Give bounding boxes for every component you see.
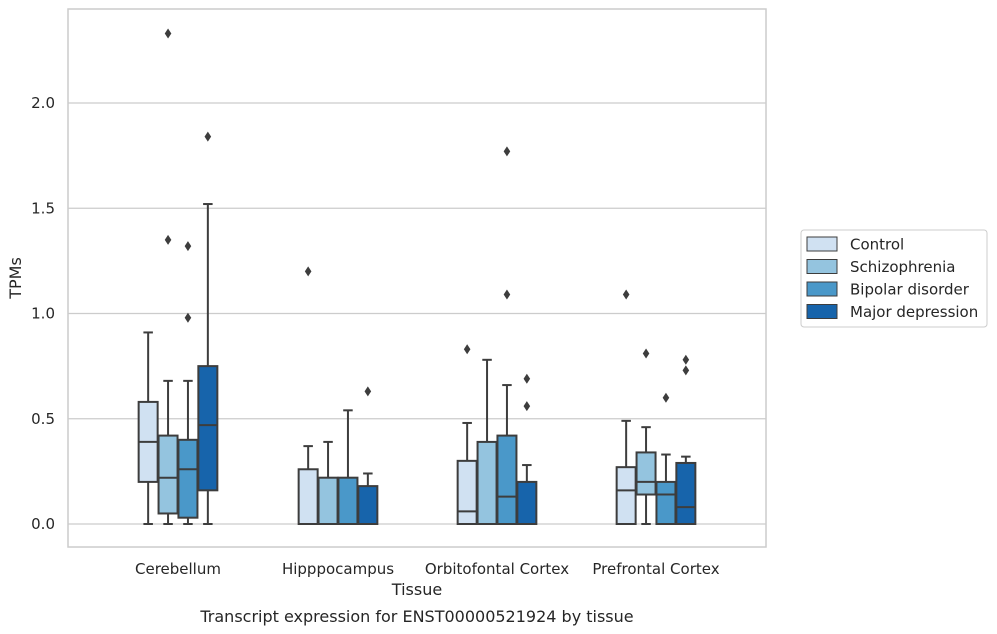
outlier-marker [304,266,312,277]
box-element [317,440,339,526]
legend-frame [800,229,988,328]
legend-label: Major depression [850,303,978,321]
box-element [615,289,637,526]
x-tick-labels: Cerebellum Hipppocampus Orbitofontal Corte… [135,560,720,578]
outlier-marker [523,401,531,412]
y-axis-title: TPMs [6,257,25,300]
outlier-marker [682,354,690,365]
outlier-marker [204,131,212,142]
box-element [635,348,657,525]
box-iqr [675,461,697,525]
outlier-marker [662,392,670,403]
box-iqr [456,459,478,526]
legend-swatch [806,259,838,274]
box-iqr [635,451,657,496]
box-iqr [157,434,179,515]
box-iqr [476,440,498,525]
legend-label: Control [850,236,904,254]
box-iqr [357,485,379,525]
legend: Control Schizophrenia Bipolar disorder Majo… [800,229,988,328]
y-tick-label: 0.5 [31,410,55,428]
x-tick-label: Orbitofontal Cortex [425,560,569,578]
legend-swatch [806,236,838,252]
boxes [137,28,697,526]
x-tick-label: Prefrontal Cortex [592,560,719,578]
box-iqr [177,438,199,519]
outlier-marker [523,373,531,384]
figure-caption: Transcript expression for ENST0000052192… [199,607,633,626]
x-tick-label: Cerebellum [135,560,221,578]
outlier-marker [364,386,372,397]
box-element [177,241,199,525]
box-iqr [516,480,538,525]
box-element [476,358,498,525]
outlier-marker [164,28,172,39]
x-axis-title: Tissue [391,580,442,599]
outlier-marker [184,241,192,252]
y-tick-label: 1.0 [31,305,55,323]
box-iqr [337,476,359,526]
outlier-marker [164,234,172,245]
x-tick-label: Hipppocampus [282,560,394,578]
box-iqr [317,476,339,526]
outlier-marker [622,289,630,300]
outlier-marker [463,344,471,355]
outlier-marker [503,146,511,157]
y-tick-label: 0.0 [31,515,55,533]
box-iqr [197,365,219,492]
legend-swatch [806,281,838,297]
box-iqr [496,434,518,525]
box-element [137,331,159,525]
box-element [675,354,697,525]
legend-label: Bipolar disorder [850,281,970,299]
box-element [197,131,219,525]
y-tick-label: 1.5 [31,199,55,217]
y-tick-labels: 0.0 0.5 1.0 1.5 2.0 [31,94,55,533]
outlier-marker [503,289,511,300]
box-iqr [297,468,319,525]
outlier-marker [682,365,690,376]
box-element [496,146,518,525]
outlier-marker [184,312,192,323]
y-tick-label: 2.0 [31,94,55,112]
box-element [516,373,538,525]
box-element [297,266,319,525]
box-iqr [655,480,677,525]
outlier-marker [642,348,650,359]
box-iqr [615,466,637,526]
legend-swatch [806,304,838,319]
box-element [357,386,379,525]
legend-label: Schizophrenia [850,258,955,276]
